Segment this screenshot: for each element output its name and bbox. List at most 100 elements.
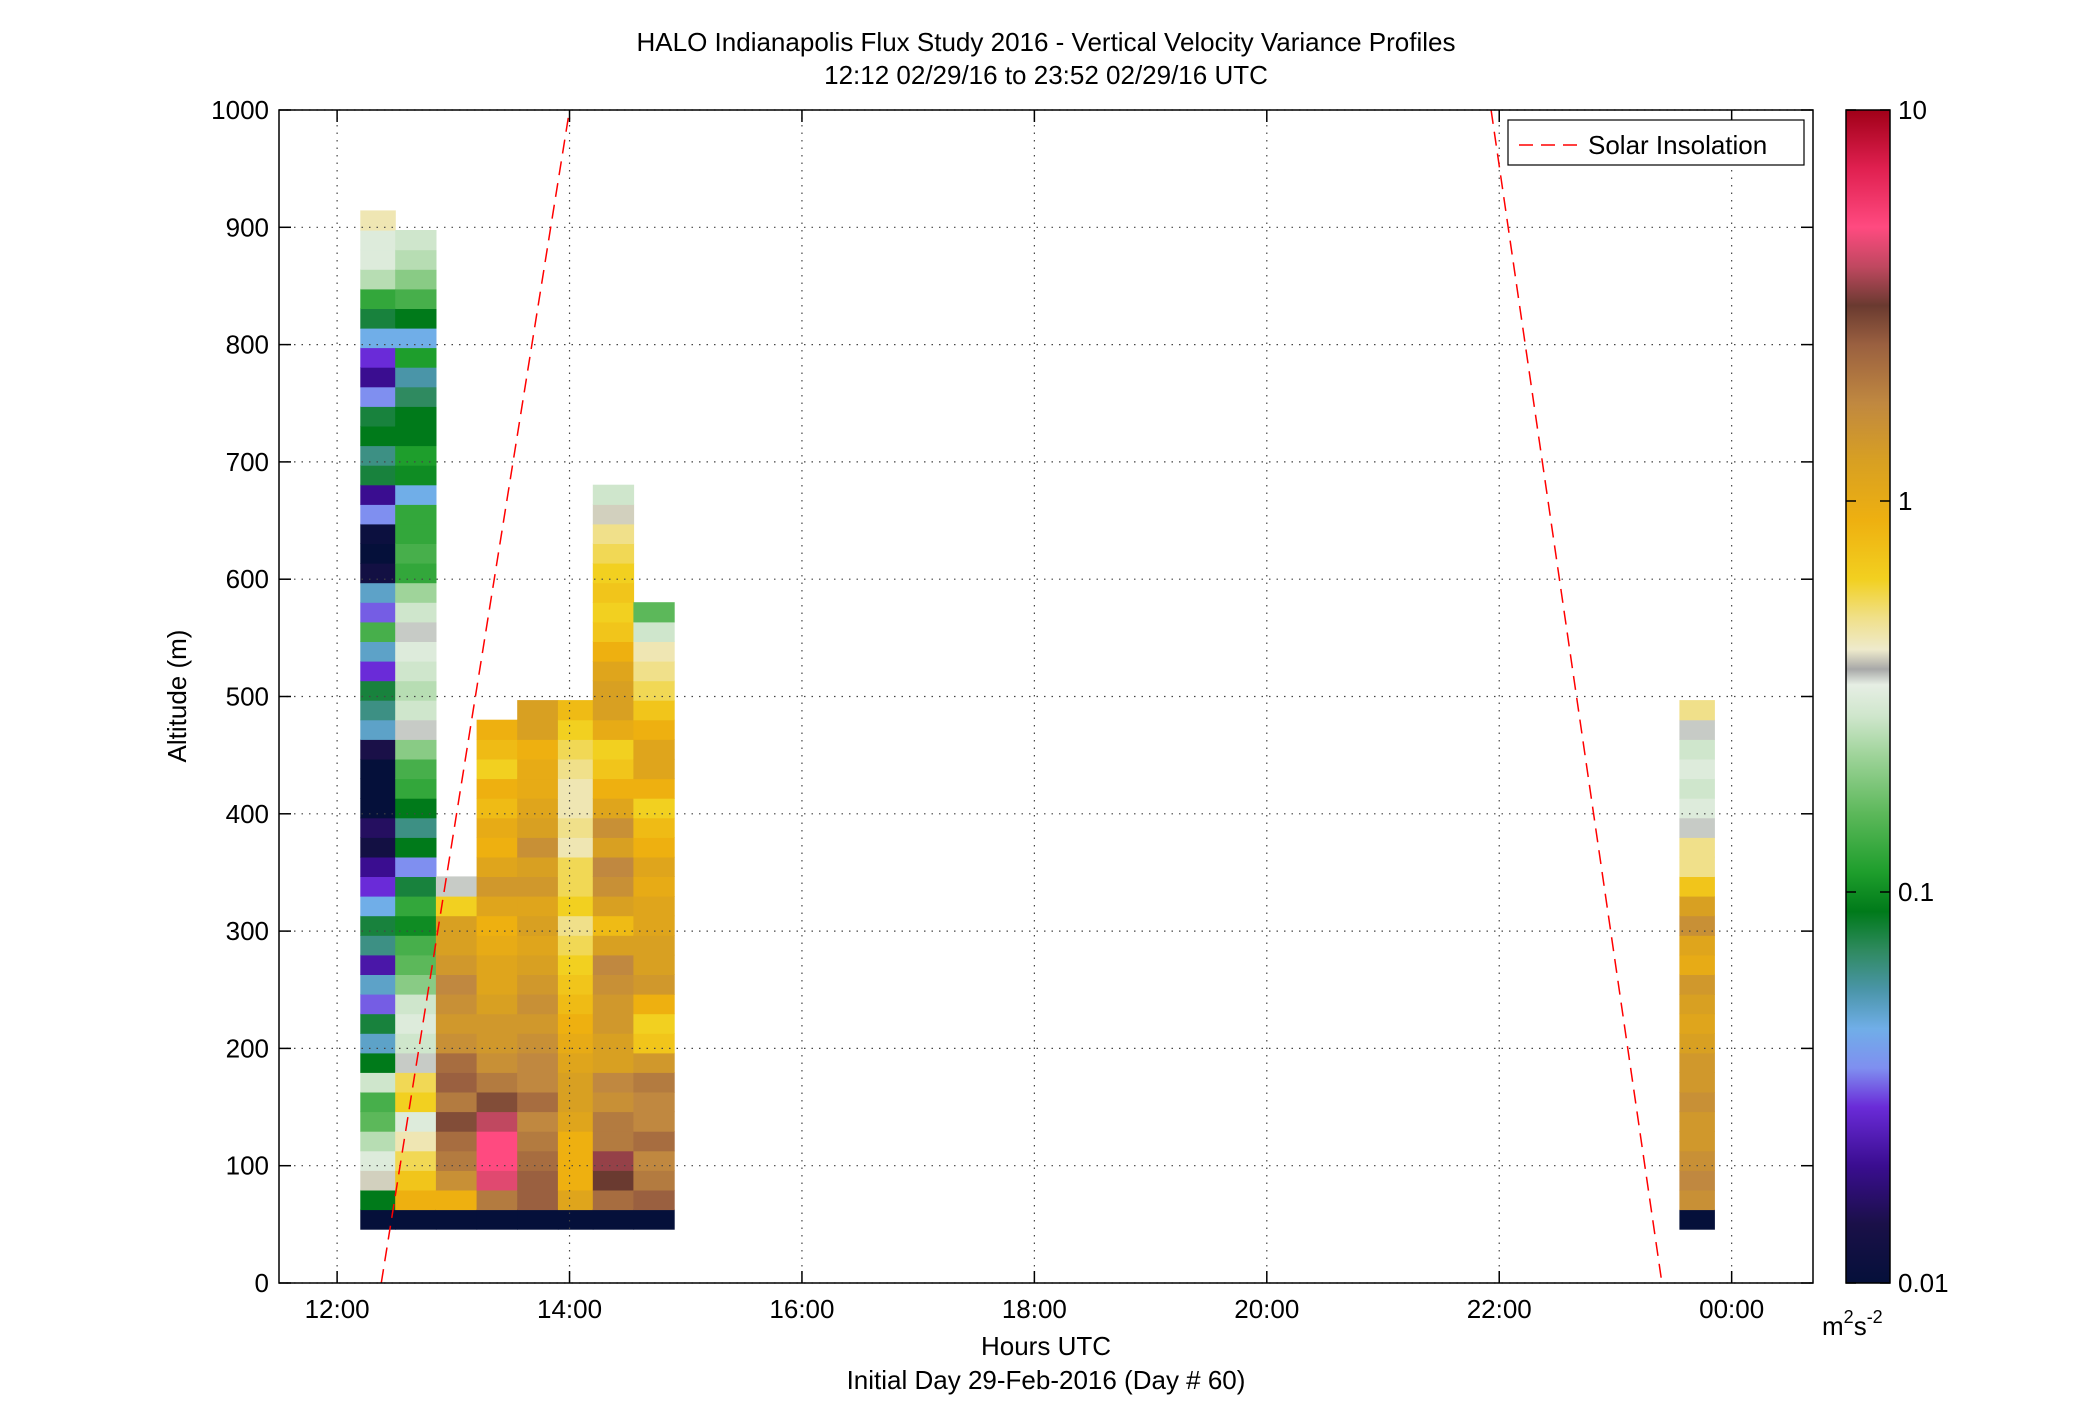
heatmap-cell bbox=[592, 700, 635, 721]
heatmap-cell bbox=[517, 896, 559, 917]
heatmap-cell bbox=[1679, 837, 1715, 858]
heatmap-cell bbox=[592, 641, 635, 662]
heatmap-cell bbox=[395, 758, 437, 780]
heatmap-cell bbox=[557, 817, 594, 838]
heatmap-cell bbox=[592, 680, 635, 701]
heatmap-cell bbox=[360, 308, 396, 329]
heatmap-cell bbox=[360, 288, 396, 309]
colorbar-unit-exp1: 2 bbox=[1844, 1307, 1854, 1327]
heatmap-cell bbox=[360, 1091, 396, 1113]
colorbar-ramp bbox=[1846, 110, 1890, 1283]
heatmap-cell bbox=[360, 425, 396, 447]
heatmap-cell bbox=[395, 308, 437, 329]
heatmap-cell bbox=[557, 974, 594, 995]
heatmap-cell bbox=[557, 1111, 594, 1132]
heatmap-cell bbox=[476, 935, 518, 956]
heatmap-cell bbox=[360, 1033, 396, 1054]
heatmap-cell bbox=[557, 856, 594, 877]
heatmap-cell bbox=[633, 1072, 675, 1093]
colorbar-tick-label: 0.01 bbox=[1898, 1268, 1949, 1298]
heatmap-cell bbox=[633, 1111, 675, 1132]
heatmap-cell bbox=[435, 1189, 478, 1211]
heatmap-cell bbox=[435, 1033, 478, 1054]
heatmap-cell bbox=[592, 1170, 635, 1191]
x-tick-label: 14:00 bbox=[537, 1294, 602, 1324]
heatmap-cell bbox=[1679, 817, 1715, 838]
heatmap-cell bbox=[1679, 1052, 1715, 1073]
heatmap-cell bbox=[395, 719, 437, 740]
heatmap-cell bbox=[1679, 1209, 1715, 1230]
heatmap-cell bbox=[557, 1150, 594, 1171]
heatmap-cell bbox=[633, 994, 675, 1015]
heatmap-cell bbox=[592, 1131, 635, 1152]
heatmap-cell bbox=[1679, 758, 1715, 780]
y-tick-label: 1000 bbox=[211, 95, 269, 125]
heatmap-cell bbox=[633, 1052, 675, 1073]
heatmap-cell bbox=[395, 896, 437, 917]
y-tick-label: 300 bbox=[226, 916, 269, 946]
heatmap-cell bbox=[633, 602, 675, 623]
heatmap-cell bbox=[592, 719, 635, 740]
heatmap-cell bbox=[360, 563, 396, 584]
heatmap-cell bbox=[557, 837, 594, 858]
legend-box bbox=[1507, 119, 1805, 166]
heatmap-cell bbox=[1679, 1072, 1715, 1093]
heatmap-cell bbox=[1679, 974, 1715, 995]
heatmap-cell bbox=[633, 1189, 675, 1211]
heatmap-cell bbox=[517, 935, 559, 956]
heatmap-cell bbox=[360, 406, 396, 427]
heatmap-cell bbox=[395, 1033, 437, 1054]
heatmap-cell bbox=[395, 739, 437, 760]
heatmap-cell bbox=[395, 974, 437, 995]
heatmap-cell bbox=[1679, 1091, 1715, 1113]
heatmap-cell bbox=[360, 523, 396, 544]
heatmap-cell bbox=[360, 739, 396, 760]
heatmap-cell bbox=[360, 210, 396, 231]
heatmap-cell bbox=[395, 798, 437, 819]
heatmap-cell bbox=[1679, 1131, 1715, 1152]
heatmap-cell bbox=[360, 817, 396, 838]
heatmap-cell bbox=[435, 1209, 478, 1230]
heatmap-cell bbox=[633, 621, 675, 642]
heatmap-cell bbox=[633, 758, 675, 780]
heatmap-cell bbox=[395, 661, 437, 682]
heatmap-cell bbox=[592, 1052, 635, 1073]
colorbar-unit: m2s-2 bbox=[1822, 1307, 1883, 1341]
heatmap-cell bbox=[517, 739, 559, 760]
heatmap-cell bbox=[476, 1170, 518, 1191]
heatmap-cell bbox=[592, 837, 635, 858]
heatmap-cell bbox=[360, 484, 396, 505]
x-tick-label: 00:00 bbox=[1699, 1294, 1764, 1324]
heatmap-cell bbox=[592, 1111, 635, 1132]
y-tick-label: 700 bbox=[226, 447, 269, 477]
y-tick-label: 100 bbox=[226, 1151, 269, 1181]
colorbar-tick-label: 1 bbox=[1898, 486, 1912, 516]
heatmap-cells bbox=[360, 210, 1715, 1230]
heatmap-cell bbox=[476, 1150, 518, 1171]
heatmap-cell bbox=[476, 954, 518, 975]
heatmap-cell bbox=[395, 425, 437, 447]
heatmap-cell bbox=[360, 347, 396, 368]
colorbar-unit-exp2: -2 bbox=[1867, 1307, 1883, 1327]
heatmap-cell bbox=[633, 1013, 675, 1034]
heatmap-cell bbox=[633, 661, 675, 682]
heatmap-cell bbox=[360, 1131, 396, 1152]
heatmap-cell bbox=[592, 876, 635, 897]
heatmap-cell bbox=[360, 230, 396, 251]
chart-subtitle: 12:12 02/29/16 to 23:52 02/29/16 UTC bbox=[824, 60, 1268, 90]
heatmap-cell bbox=[517, 954, 559, 975]
heatmap-cell bbox=[360, 386, 396, 407]
heatmap-cell bbox=[557, 739, 594, 760]
heatmap-cell bbox=[557, 876, 594, 897]
colorbar-unit-base: m bbox=[1822, 1311, 1844, 1341]
heatmap-cell bbox=[633, 1209, 675, 1230]
heatmap-cell bbox=[592, 1209, 635, 1230]
heatmap-cell bbox=[592, 1013, 635, 1034]
heatmap-cell bbox=[360, 915, 396, 936]
heatmap-cell bbox=[360, 935, 396, 956]
heatmap-cell bbox=[557, 1209, 594, 1230]
heatmap-cell bbox=[395, 641, 437, 662]
heatmap-cell bbox=[360, 465, 396, 486]
heatmap-cell bbox=[557, 1052, 594, 1073]
